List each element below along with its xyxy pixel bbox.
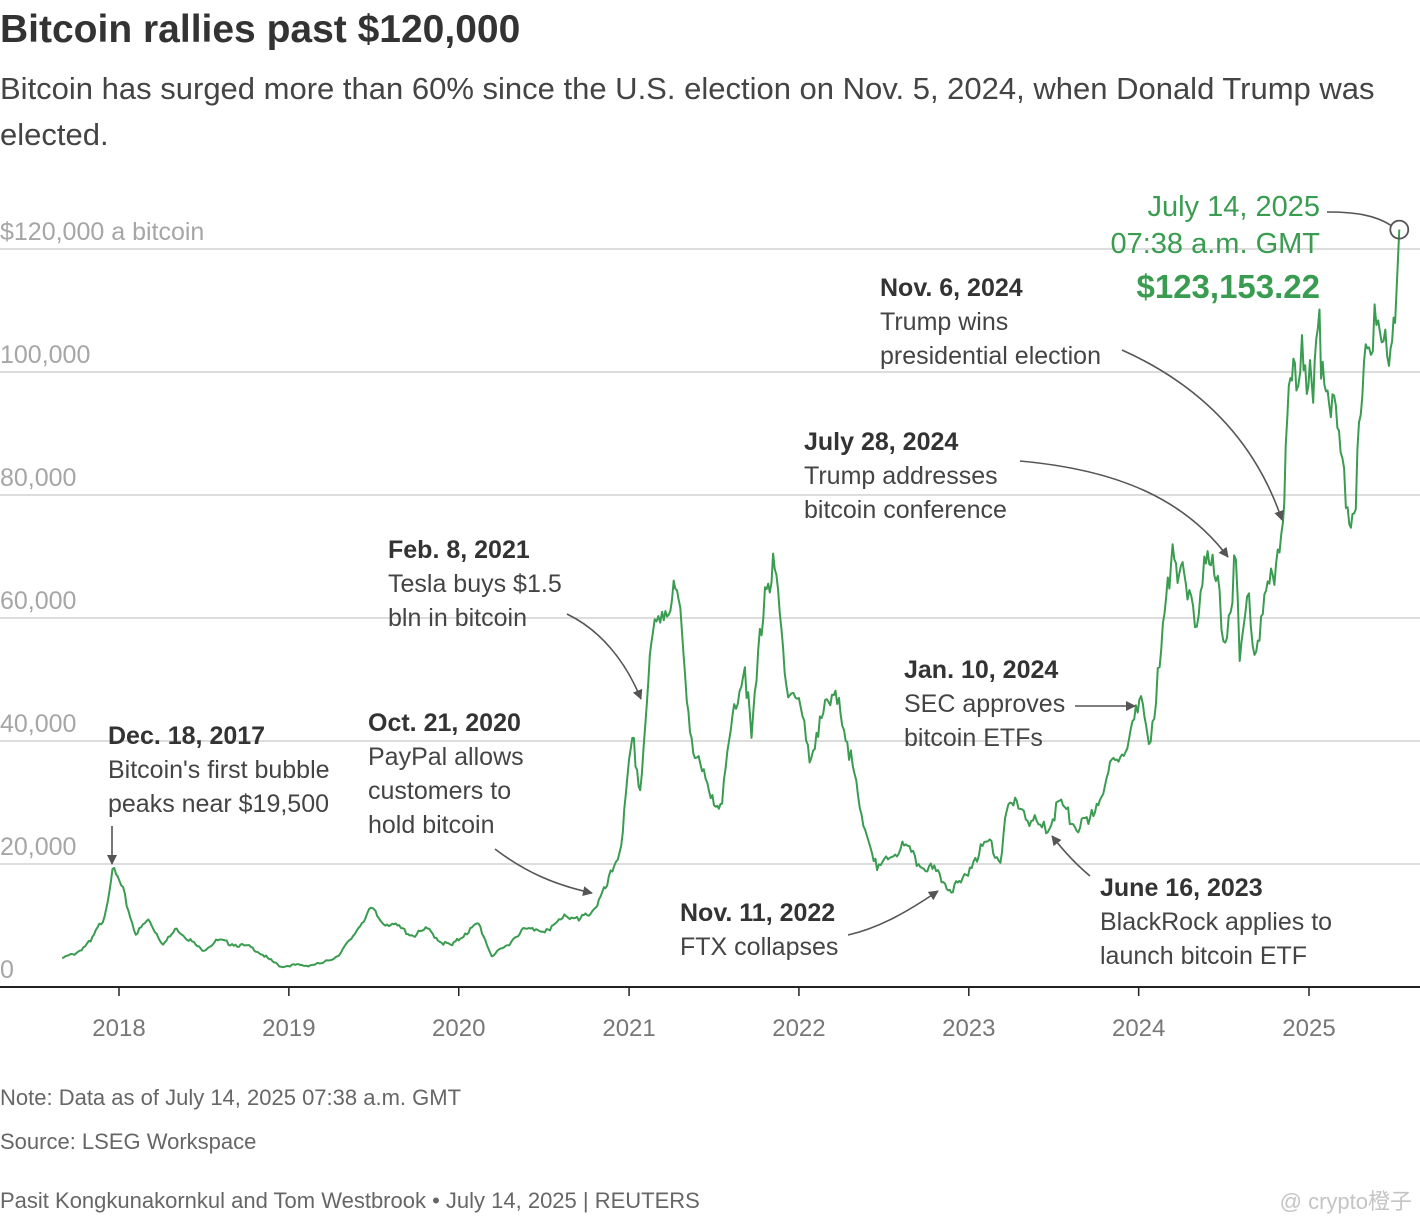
- annotation-text: bitcoin ETFs: [904, 724, 1043, 752]
- annotation-date: Jan. 10, 2024: [904, 656, 1058, 684]
- x-tick-label: 2018: [92, 1015, 145, 1042]
- annotation-text: Trump addresses: [804, 462, 998, 490]
- chart-byline: Pasit Kongkunakornkul and Tom Westbrook …: [0, 1188, 700, 1213]
- annotation-text: peaks near $19,500: [108, 790, 329, 818]
- annotation-text: Tesla buys $1.5: [388, 570, 562, 598]
- annotation: Dec. 18, 2017 Bitcoin's first bubble peaks…: [107, 722, 330, 865]
- y-tick-label: 40,000: [0, 710, 76, 738]
- y-tick-label: 0: [0, 956, 14, 984]
- annotation: Nov. 6, 2024 Trump wins presidential elect…: [880, 274, 1284, 521]
- x-axis: 2018 2019 2020 2021 2022 2023 2024 2025: [0, 986, 1420, 1042]
- annotation-arrow: [566, 613, 643, 700]
- annotation: Oct. 21, 2020 PayPal allows customers to ho…: [368, 709, 593, 896]
- latest-price-callout: July 14, 2025 07:38 a.m. GMT $123,153.22: [1110, 191, 1410, 305]
- annotation-arrow: [494, 848, 593, 896]
- annotation-arrow: [1019, 460, 1229, 558]
- latest-time: 07:38 a.m. GMT: [1110, 228, 1320, 260]
- price-line-group: [61, 229, 1401, 969]
- chart-source: Source: LSEG Workspace: [0, 1129, 257, 1154]
- latest-price-leader: [1326, 211, 1392, 227]
- y-tick-label: $120,000 a bitcoin: [0, 218, 204, 246]
- y-tick-label: 20,000: [0, 833, 76, 861]
- x-tick-label: 2019: [262, 1015, 315, 1042]
- annotation-arrow: [847, 890, 939, 936]
- latest-date: July 14, 2025: [1147, 191, 1320, 223]
- annotation-text: hold bitcoin: [368, 811, 494, 839]
- x-tick-label: 2022: [772, 1015, 825, 1042]
- x-tick-label: 2021: [602, 1015, 655, 1042]
- watermark: @ crypto橙子: [1279, 1189, 1412, 1214]
- annotation-text: SEC approves: [904, 690, 1065, 718]
- annotation-text: FTX collapses: [680, 933, 838, 961]
- annotation-text: Bitcoin's first bubble: [108, 756, 330, 784]
- annotation-date: Feb. 8, 2021: [388, 536, 530, 564]
- chart-title: Bitcoin rallies past $120,000: [0, 8, 521, 51]
- annotation-date: Nov. 6, 2024: [880, 274, 1023, 302]
- annotation-text: bitcoin conference: [804, 496, 1007, 524]
- annotations: Dec. 18, 2017 Bitcoin's first bubble peaks…: [107, 274, 1332, 970]
- annotation-text: Trump wins: [880, 308, 1008, 336]
- bitcoin-price-chart: $120,000 a bitcoin 100,000 80,000 60,000 40,…: [0, 191, 1420, 1042]
- annotation-text: bln in bitcoin: [388, 604, 527, 632]
- annotation: Jan. 10, 2024 SEC approves bitcoin ETFs: [904, 656, 1136, 752]
- annotation-text: PayPal allows: [368, 743, 524, 771]
- annotation-date: Nov. 11, 2022: [680, 899, 835, 927]
- x-tick-label: 2020: [432, 1015, 485, 1042]
- annotation-date: Dec. 18, 2017: [108, 722, 265, 750]
- annotation-date: Oct. 21, 2020: [368, 709, 521, 737]
- y-tick-label: 100,000: [0, 341, 90, 369]
- price-line: [61, 229, 1401, 969]
- x-tick-label: 2024: [1112, 1015, 1165, 1042]
- gridlines: [0, 248, 1420, 865]
- y-axis-labels: $120,000 a bitcoin 100,000 80,000 60,000 40,…: [0, 218, 204, 984]
- annotation-text: BlackRock applies to: [1100, 908, 1332, 936]
- latest-price-marker: [1389, 219, 1410, 240]
- y-tick-label: 80,000: [0, 464, 76, 492]
- annotation-date: July 28, 2024: [804, 428, 958, 456]
- chart-subtitle: Bitcoin has surged more than 60% since t…: [0, 71, 1375, 152]
- y-tick-label: 60,000: [0, 587, 76, 615]
- annotation-arrow: [1121, 349, 1284, 521]
- annotation-arrow: [1051, 835, 1091, 877]
- latest-price: $123,153.22: [1136, 268, 1320, 305]
- x-tick-label: 2023: [942, 1015, 995, 1042]
- chart-note: Note: Data as of July 14, 2025 07:38 a.m…: [0, 1085, 462, 1110]
- x-tick-label: 2025: [1282, 1015, 1335, 1042]
- annotation: June 16, 2023 BlackRock applies to launch …: [1051, 835, 1332, 970]
- annotation-text: presidential election: [880, 342, 1101, 370]
- annotation-date: June 16, 2023: [1100, 874, 1263, 902]
- annotation-text: launch bitcoin ETF: [1100, 942, 1307, 970]
- annotation-text: customers to: [368, 777, 511, 805]
- annotation: July 28, 2024 Trump addresses bitcoin conf…: [804, 428, 1229, 558]
- annotation: Nov. 11, 2022 FTX collapses: [680, 890, 939, 961]
- annotation: Feb. 8, 2021 Tesla buys $1.5 bln in bitcoi…: [388, 536, 643, 700]
